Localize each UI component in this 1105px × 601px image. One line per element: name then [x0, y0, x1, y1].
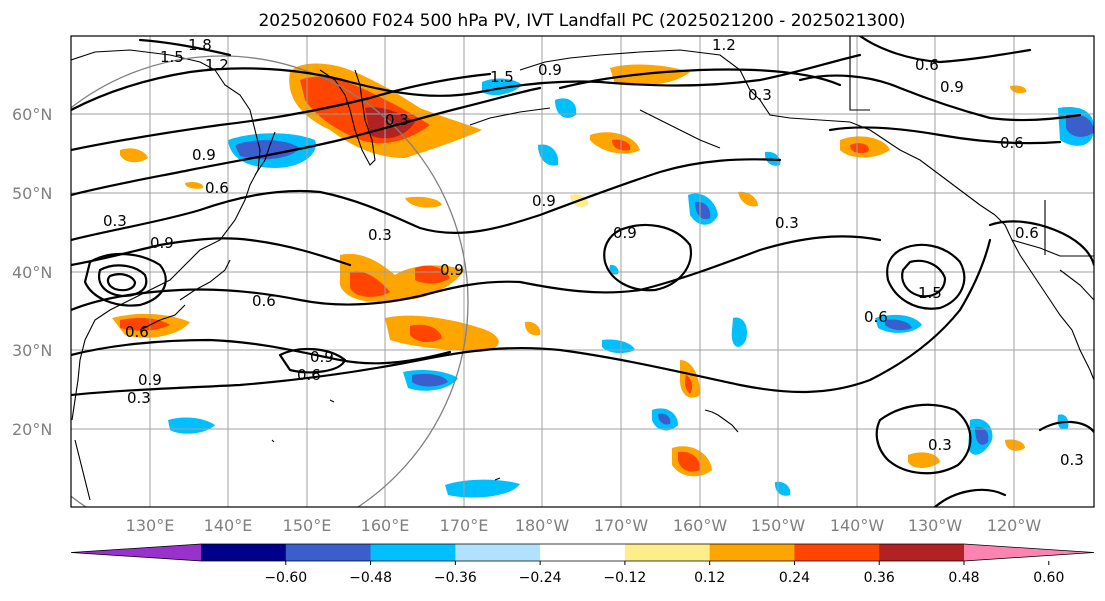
- contour-label: 1.5: [490, 68, 514, 86]
- contour-label: 0.9: [310, 348, 334, 366]
- colorbar-segment: [201, 544, 287, 561]
- contour-label: 1.8: [188, 36, 212, 54]
- pv-contours: [71, 36, 1094, 507]
- colorbar-tick-label: 0.24: [779, 570, 810, 586]
- colorbar-segment: [624, 544, 711, 561]
- colorbar-tick-label: −0.24: [519, 570, 562, 586]
- coastlines: [71, 36, 1094, 501]
- gridlines: [71, 36, 1094, 507]
- lat-label: 20°N: [12, 420, 52, 439]
- colorbar-tick-label: 0.12: [694, 570, 725, 586]
- lon-label: 180°W: [515, 516, 570, 535]
- contour-label: 0.3: [748, 86, 772, 104]
- contour-label: 0.6: [864, 308, 888, 326]
- lon-label: 130°E: [126, 516, 175, 535]
- lon-label: 120°W: [987, 516, 1042, 535]
- lon-label: 170°E: [440, 516, 489, 535]
- contour-label: 0.6: [297, 366, 321, 384]
- lon-label: 160°E: [361, 516, 410, 535]
- contour-label: 0.6: [205, 179, 229, 197]
- colorbar: −0.60 −0.48 −0.36 −0.24 −0.12 0.12 0.24 0.36 0.4…: [70, 543, 1095, 586]
- contour-label: 0.9: [440, 261, 464, 279]
- contour-label: 1.5: [160, 48, 184, 66]
- colorbar-tick-label: 0.48: [948, 570, 979, 586]
- colorbar-tick-label: 0.36: [864, 570, 895, 586]
- colorbar-tick-label: −0.12: [603, 570, 646, 586]
- lon-label: 140°E: [204, 516, 253, 535]
- contour-label: 1.5: [918, 284, 942, 302]
- colorbar-segment: [709, 544, 795, 561]
- contour-label: 1.2: [205, 56, 229, 74]
- lon-label: 140°W: [830, 516, 885, 535]
- map-frame: [70, 35, 1095, 508]
- contour-label: 1.2: [712, 36, 736, 54]
- colorbar-tick-label: −0.48: [349, 570, 392, 586]
- latitude-labels: 60°N 50°N 40°N 30°N 20°N: [12, 105, 52, 439]
- lon-label: 150°W: [751, 516, 806, 535]
- contour-label: 0.3: [928, 436, 952, 454]
- contour-label: 0.9: [538, 61, 562, 79]
- colorbar-outline: [70, 543, 1095, 562]
- colorbar-segment: [370, 544, 456, 561]
- contour-label: 0.3: [368, 226, 392, 244]
- colorbar-tick-label: −0.60: [264, 570, 307, 586]
- contour-label: 0.3: [127, 389, 151, 407]
- contour-label: 0.6: [1000, 134, 1024, 152]
- contour-label: 0.3: [103, 212, 127, 230]
- colorbar-tick-label: 0.60: [1033, 570, 1064, 586]
- contour-label: 0.6: [252, 292, 276, 310]
- colorbar-tick-label: −0.36: [434, 570, 477, 586]
- lat-label: 30°N: [12, 341, 52, 360]
- contour-label: 0.9: [192, 146, 216, 164]
- contour-label: 0.9: [138, 371, 162, 389]
- colorbar-segment: [794, 544, 880, 561]
- contour-label: 0.9: [532, 192, 556, 210]
- lat-label: 50°N: [12, 184, 52, 203]
- contour-label: 0.3: [775, 214, 799, 232]
- colorbar-segment: [540, 544, 626, 561]
- contour-label: 0.9: [613, 224, 637, 242]
- lon-label: 150°E: [283, 516, 332, 535]
- lon-label: 130°W: [908, 516, 963, 535]
- contour-label: 0.6: [125, 323, 149, 341]
- colorbar-extension-low: [71, 544, 201, 561]
- colorbar-segment: [455, 544, 541, 561]
- colorbar-extension-high: [964, 544, 1094, 561]
- contour-label: 0.3: [1060, 451, 1084, 469]
- lon-label: 160°W: [673, 516, 728, 535]
- lon-label: 170°W: [594, 516, 649, 535]
- longitude-labels: 130°E 140°E 150°E 160°E 170°E 180°W 170°…: [126, 516, 1042, 535]
- figure-title: 2025020600 F024 500 hPa PV, IVT Landfall…: [258, 11, 905, 31]
- contour-label: 0.6: [1015, 224, 1039, 242]
- lat-label: 40°N: [12, 263, 52, 282]
- contour-labels: 1.5 1.8 1.2 1.2 1.5 0.9 0.3 0.6 0.9 0.6 …: [103, 36, 1084, 469]
- contour-label: 0.3: [385, 111, 409, 129]
- contour-label: 0.6: [915, 56, 939, 74]
- colorbar-segment: [879, 544, 965, 561]
- contour-label: 0.9: [940, 78, 964, 96]
- map-panel: 1.5 1.8 1.2 1.2 1.5 0.9 0.3 0.6 0.9 0.6 …: [70, 35, 1095, 508]
- landfall-radius-circle: [71, 55, 469, 507]
- lat-label: 60°N: [12, 105, 52, 124]
- contour-label: 0.9: [150, 234, 174, 252]
- positive-shading: [112, 63, 1027, 477]
- colorbar-segment: [285, 544, 372, 561]
